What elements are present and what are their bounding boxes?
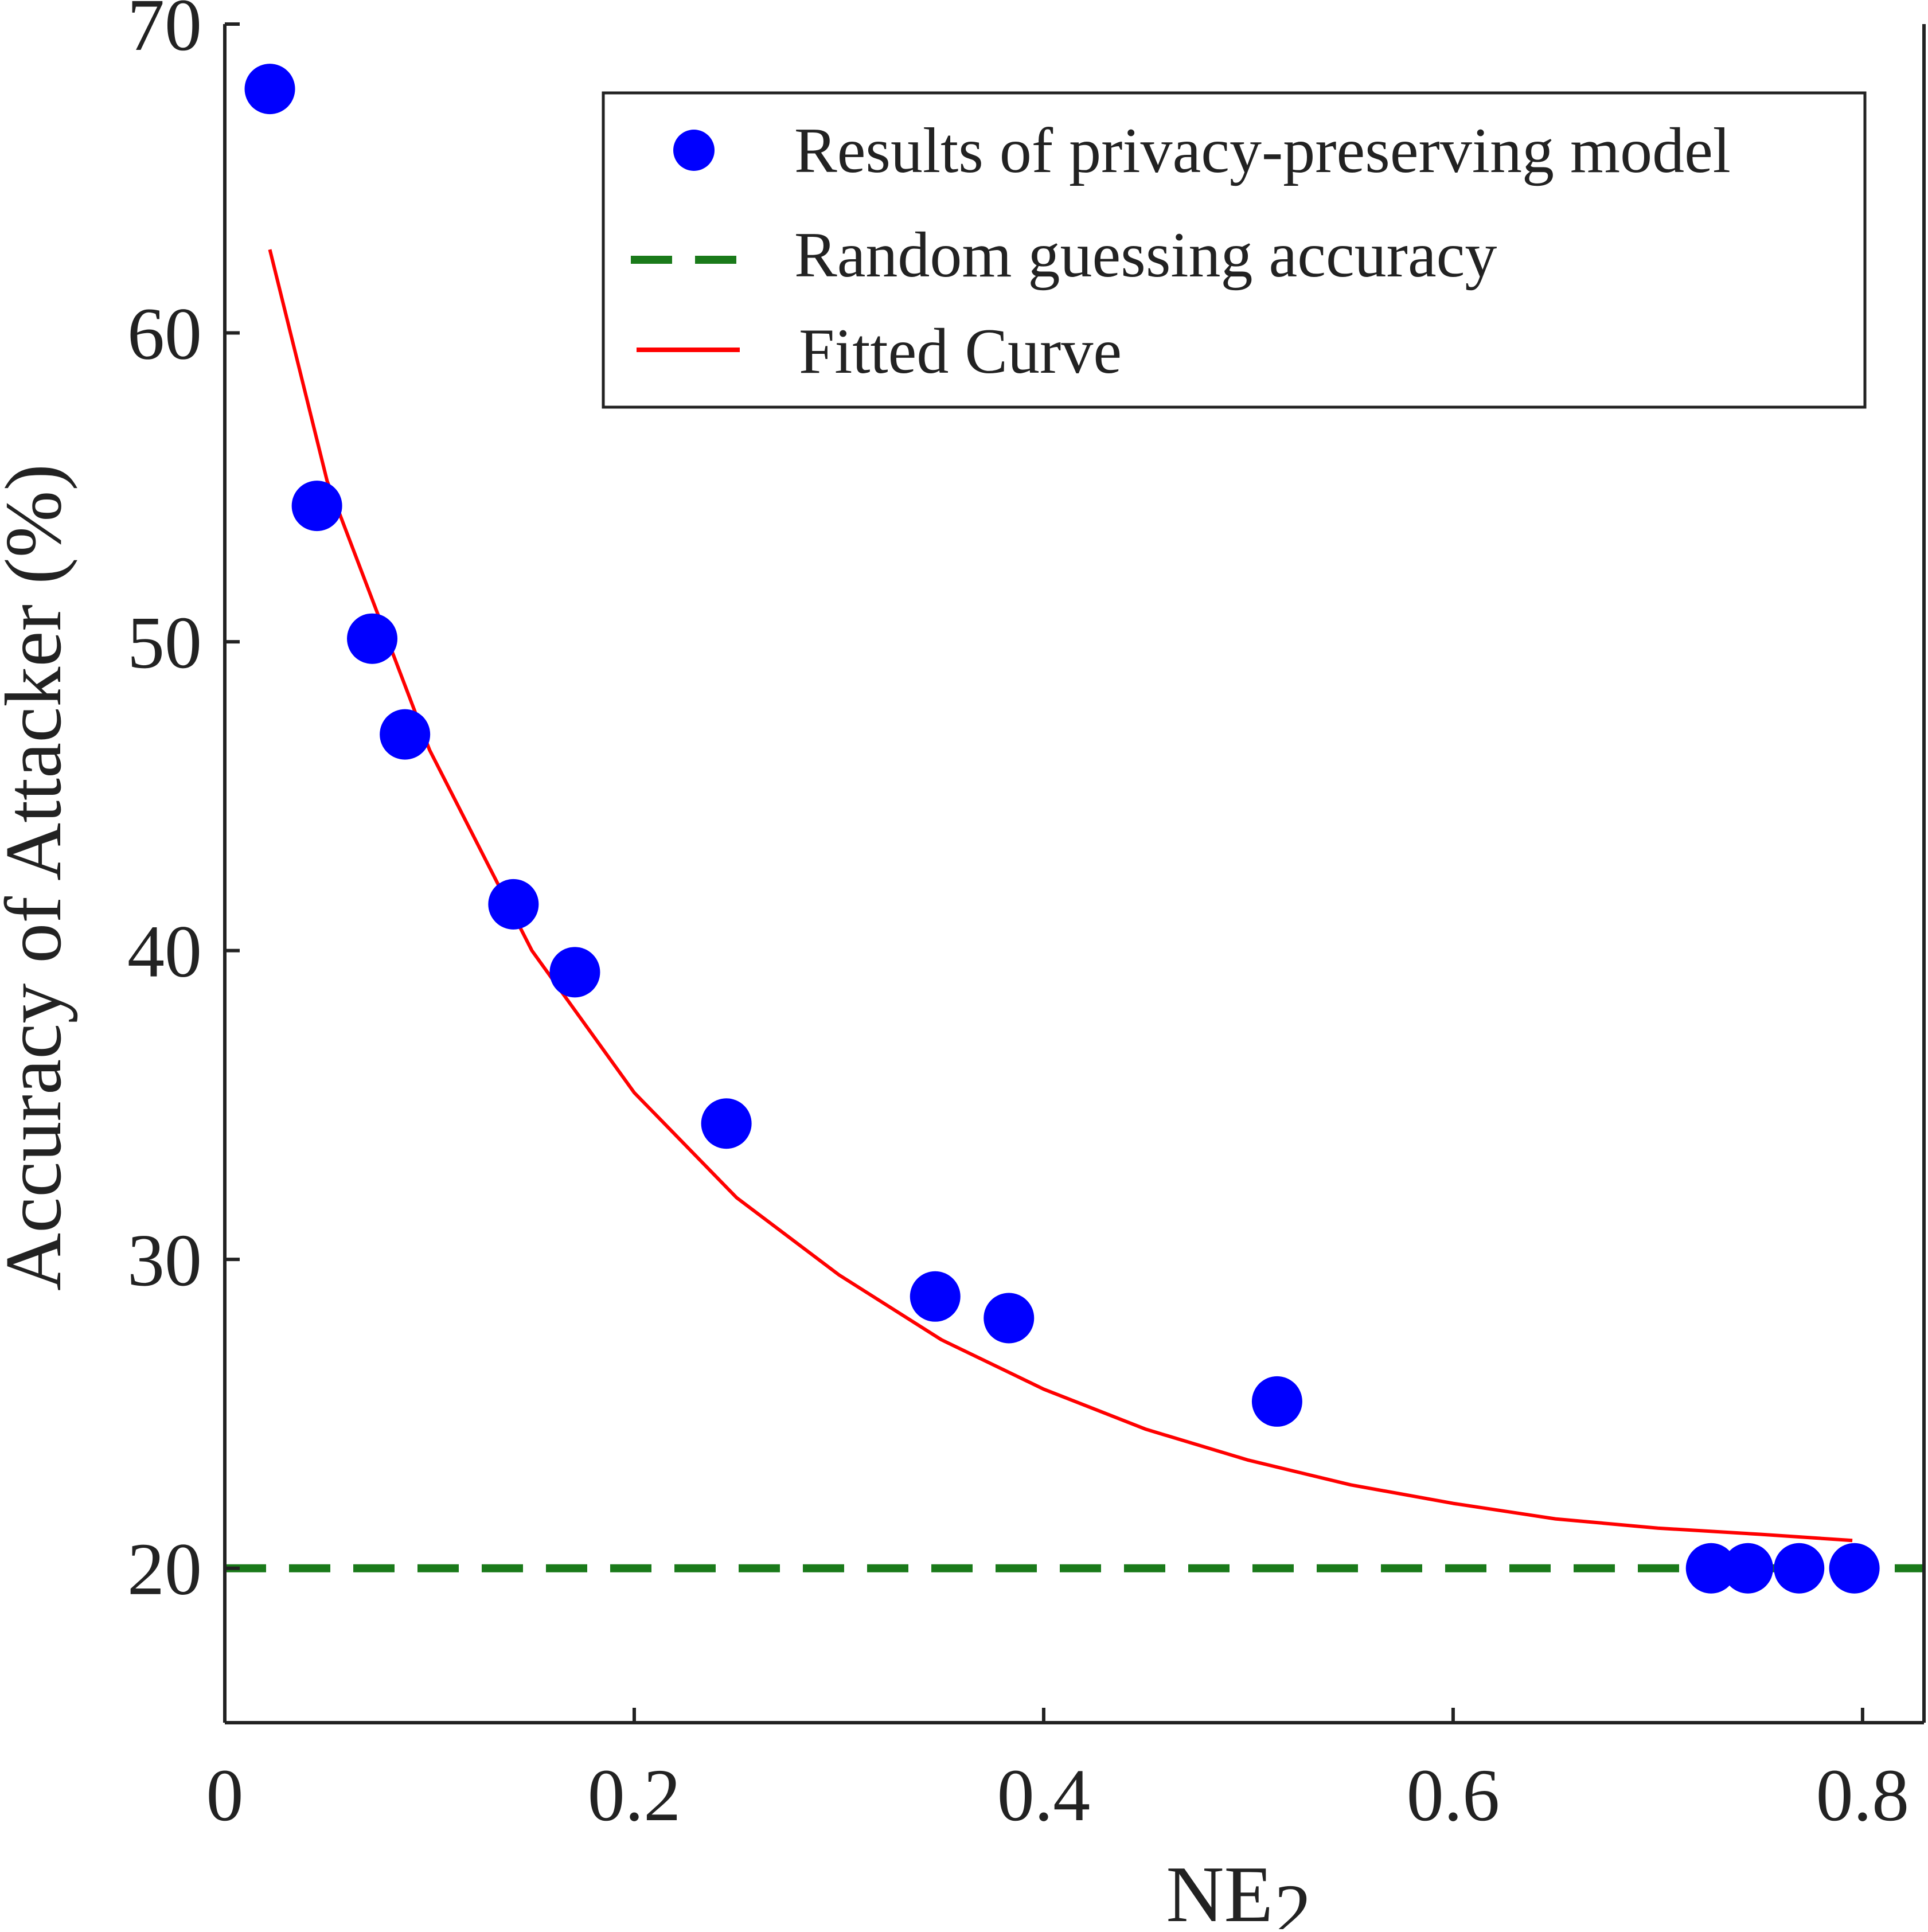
y-tick-label: 50: [127, 602, 202, 684]
data-point: [244, 64, 295, 115]
data-point: [1251, 1376, 1302, 1427]
data-point: [910, 1271, 961, 1322]
y-tick-label: 60: [127, 293, 202, 376]
legend-label-fitted-curve: Fitted Curve: [799, 316, 1122, 387]
legend: Results of privacy-preserving model Rand…: [602, 91, 1867, 409]
x-tick-label: 0.6: [1407, 1754, 1500, 1837]
x-tick-label: 0: [206, 1754, 244, 1837]
data-point: [1685, 1543, 1736, 1594]
axes: 0 0.2 0.4 0.6 0.8 20 30 40 50 60 70: [127, 0, 1926, 1837]
data-point: [488, 879, 539, 930]
data-point: [1829, 1543, 1880, 1594]
y-tick-label: 30: [127, 1219, 202, 1302]
y-tick-label: 40: [127, 911, 202, 993]
data-point: [1722, 1543, 1773, 1594]
plot-area: [225, 64, 1924, 1594]
y-axis-title: Accuracy of Attacker (%): [0, 464, 78, 1291]
data-point: [347, 613, 398, 664]
legend-label-random-guessing: Random guessing accuracy: [794, 220, 1497, 291]
x-tick-label: 0.8: [1816, 1754, 1910, 1837]
data-point: [1774, 1543, 1825, 1594]
x-axis-title-subscript: 2: [1274, 1869, 1312, 1929]
data-point: [983, 1293, 1035, 1344]
x-tick-label: 0.4: [997, 1754, 1091, 1837]
fitted-curve-line: [268, 249, 1853, 1543]
data-point: [291, 481, 342, 532]
legend-marker-scatter: [673, 130, 715, 171]
data-point: [549, 947, 600, 998]
legend-box: [602, 91, 1867, 409]
legend-label-scatter: Results of privacy-preserving model: [794, 115, 1731, 186]
data-point: [701, 1098, 752, 1149]
y-tick-label: 20: [127, 1528, 202, 1611]
x-tick-label: 0.2: [588, 1754, 681, 1837]
y-tick-label: 70: [127, 0, 202, 67]
x-axis-title: NE: [1166, 1850, 1273, 1929]
data-point: [380, 709, 431, 760]
